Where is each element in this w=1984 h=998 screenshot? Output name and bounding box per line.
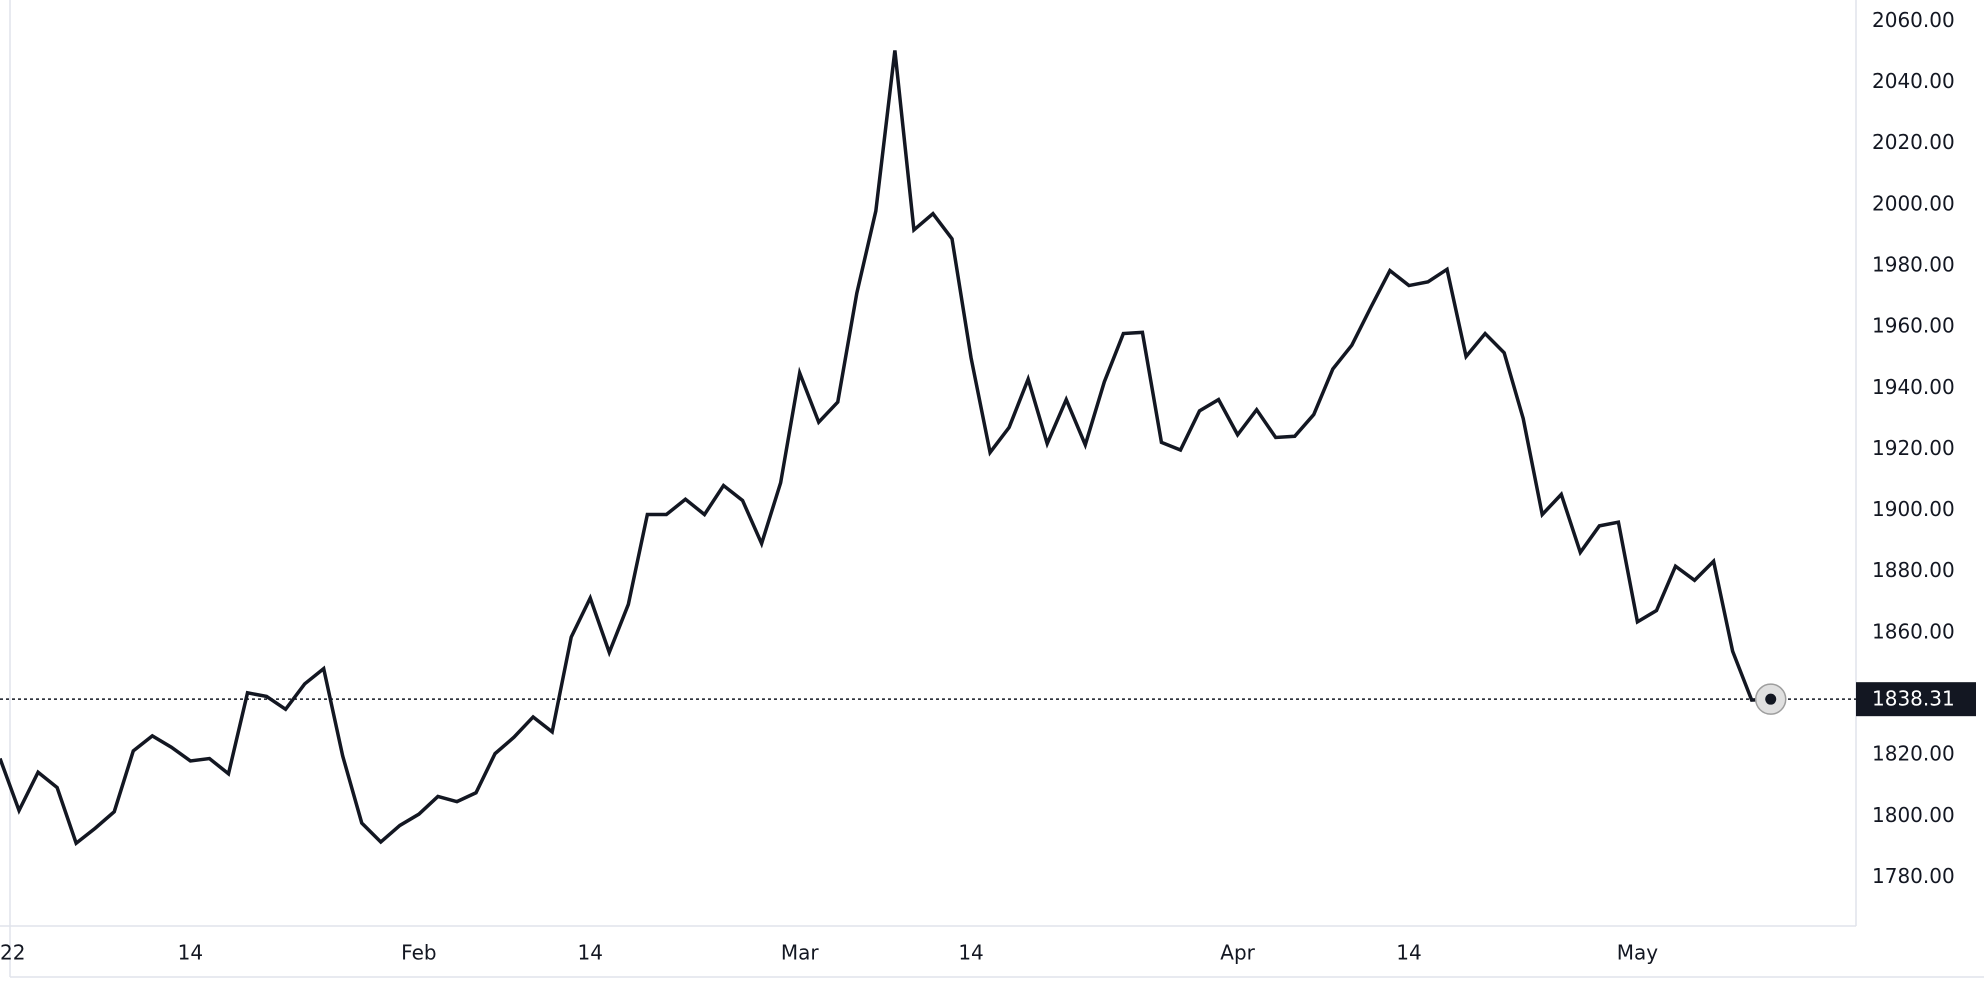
price-line xyxy=(0,50,1771,847)
x-tick-label: 14 xyxy=(578,941,603,965)
y-tick-label: 2060.00 xyxy=(1872,8,1955,32)
x-tick-label: 14 xyxy=(958,941,983,965)
y-tick-label: 1900.00 xyxy=(1872,497,1955,521)
y-tick-label: 1960.00 xyxy=(1872,314,1955,338)
x-tick-label: Feb xyxy=(401,941,436,965)
x-tick-label: 14 xyxy=(178,941,203,965)
x-tick-label: Mar xyxy=(781,941,820,965)
x-tick-label: 2022 xyxy=(0,941,25,965)
x-tick-label: 14 xyxy=(1396,941,1421,965)
y-tick-label: 2000.00 xyxy=(1872,191,1955,215)
last-point xyxy=(1765,693,1777,705)
x-tick-label: Apr xyxy=(1220,941,1255,965)
last-price-tag xyxy=(1856,682,1976,717)
y-tick-label: 1780.00 xyxy=(1872,864,1955,888)
y-tick-label: 1820.00 xyxy=(1872,742,1955,766)
y-tick-label: 1940.00 xyxy=(1872,375,1955,399)
y-tick-label: 2040.00 xyxy=(1872,69,1955,93)
y-tick-label: 1800.00 xyxy=(1872,803,1955,827)
y-tick-label: 2020.00 xyxy=(1872,130,1955,154)
y-tick-label: 1880.00 xyxy=(1872,558,1955,582)
last-price-label: 1838.31 xyxy=(1872,687,1955,711)
y-tick-label: 1920.00 xyxy=(1872,436,1955,460)
y-tick-label: 1860.00 xyxy=(1872,619,1955,643)
x-tick-label: May xyxy=(1617,941,1659,965)
y-tick-label: 1980.00 xyxy=(1872,252,1955,276)
